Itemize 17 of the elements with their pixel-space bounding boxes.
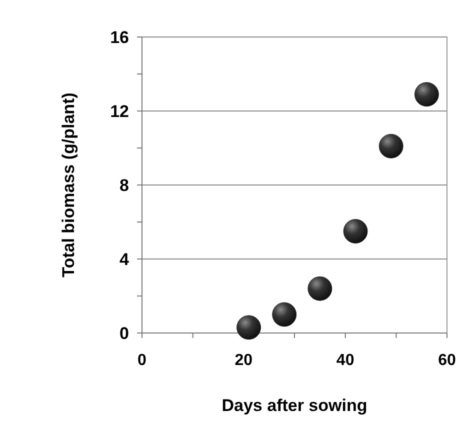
y-tick-label: 0	[120, 324, 129, 343]
y-tick-label: 4	[120, 250, 130, 269]
point	[308, 276, 332, 301]
x-tick-label: 40	[336, 352, 354, 369]
point	[272, 302, 297, 327]
y-tick-label: 16	[110, 28, 129, 47]
y-axis-title: Total biomass (g/plant)	[59, 92, 78, 278]
y-tick-label: 12	[110, 102, 129, 121]
x-tick-label: 20	[234, 352, 253, 369]
point	[378, 134, 404, 158]
point	[343, 219, 368, 244]
point	[236, 315, 261, 340]
x-axis-title: Days after sowing	[222, 396, 368, 415]
y-tick-label: 8	[120, 176, 129, 195]
x-tick-label: 0	[138, 352, 147, 369]
x-tick-label: 60	[438, 352, 456, 369]
point	[414, 82, 439, 107]
